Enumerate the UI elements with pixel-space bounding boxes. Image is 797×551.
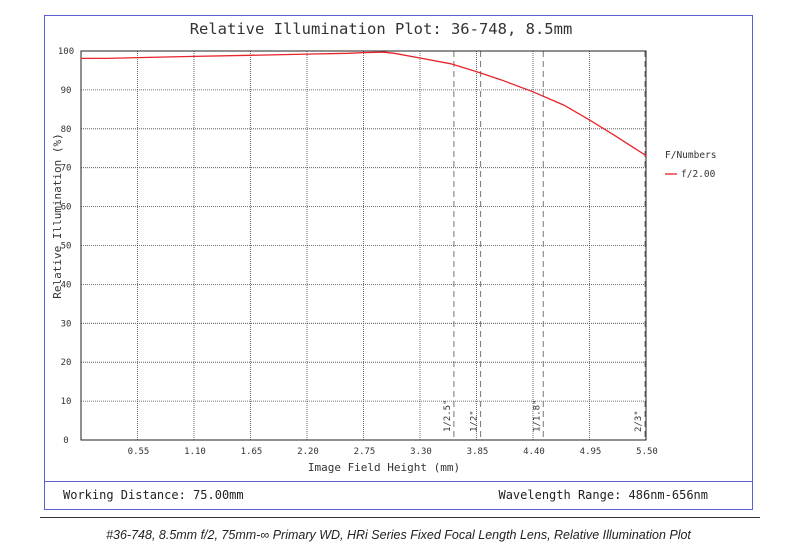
y-tick-label: 20 xyxy=(61,358,72,368)
y-axis-label: Relative Illumination (%) xyxy=(51,133,64,299)
y-tick-label: 100 xyxy=(58,47,74,57)
axis-layer xyxy=(80,50,647,441)
y-tick-label: 70 xyxy=(61,164,72,174)
x-tick-label: 1.65 xyxy=(241,447,263,457)
caption-divider xyxy=(40,517,760,518)
sensor-marker-label: 1/2" xyxy=(470,410,480,432)
working-distance-text: Working Distance: 75.00mm xyxy=(63,488,244,502)
plot-footer: Working Distance: 75.00mm Wavelength Ran… xyxy=(45,481,752,510)
sensor-marker-layer: 1/2.5" 1/2" 1/1.8" 2/3" xyxy=(443,51,646,440)
x-tick-label: 3.85 xyxy=(467,447,489,457)
y-tick-label: 90 xyxy=(61,86,72,96)
y-tick-label: 80 xyxy=(61,125,72,135)
plot-frame: Working Distance: 75.00mm Wavelength Ran… xyxy=(44,15,753,510)
figure-caption: #36-748, 8.5mm f/2, 75mm-∞ Primary WD, H… xyxy=(106,528,691,542)
x-tick-label: 4.40 xyxy=(523,447,545,457)
y-tick-label: 0 xyxy=(63,436,68,446)
plot-area-border xyxy=(80,50,647,441)
y-tick-label: 60 xyxy=(61,203,72,213)
chart-title: Relative Illumination Plot: 36-748, 8.5m… xyxy=(190,20,573,38)
x-tick-label: 5.50 xyxy=(636,447,658,457)
x-tick-label: 2.20 xyxy=(297,447,319,457)
y-tick-label: 30 xyxy=(61,319,72,329)
sensor-marker-label: 2/3" xyxy=(634,410,644,432)
wavelength-range-text: Wavelength Range: 486nm-656nm xyxy=(498,488,708,502)
series-layer xyxy=(81,51,647,157)
x-tick-label: 4.95 xyxy=(580,447,602,457)
legend-entry: f/2.00 xyxy=(681,169,716,180)
x-tick-label: 1.10 xyxy=(184,447,206,457)
grid-layer xyxy=(81,51,646,440)
x-axis-label: Image Field Height (mm) xyxy=(308,461,460,474)
x-tick-label: 2.75 xyxy=(354,447,376,457)
chart-text-layer: Relative Illumination Plot: 36-748, 8.5m… xyxy=(51,20,716,474)
y-tick-label: 40 xyxy=(61,280,72,290)
x-tick-label: 0.55 xyxy=(128,447,150,457)
x-tick-label: 3.30 xyxy=(410,447,432,457)
y-tick-label: 10 xyxy=(61,397,72,407)
legend-title: F/Numbers xyxy=(665,150,716,161)
sensor-marker-label: 1/1.8" xyxy=(532,399,542,432)
series-line xyxy=(81,51,647,157)
y-tick-label: 50 xyxy=(61,242,72,252)
sensor-marker-label: 1/2.5" xyxy=(443,399,453,432)
